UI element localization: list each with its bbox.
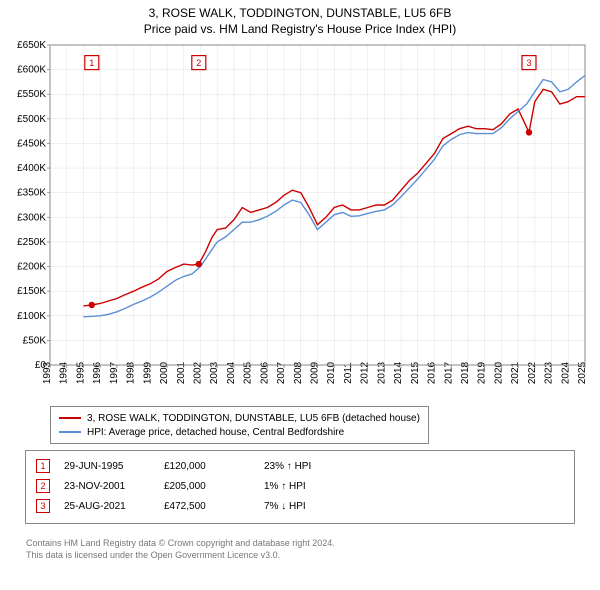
legend-row: HPI: Average price, detached house, Cent… — [59, 425, 420, 439]
legend-label: 3, ROSE WALK, TODDINGTON, DUNSTABLE, LU5… — [87, 413, 420, 424]
y-tick-label: £250K — [17, 237, 46, 248]
chart-marker-num: 2 — [196, 58, 201, 68]
event-row: 3 25-AUG-2021£472,5007% ↓ HPI — [36, 497, 564, 515]
event-price: £472,500 — [164, 501, 264, 512]
y-tick-label: £550K — [17, 89, 46, 100]
y-tick-label: £450K — [17, 138, 46, 149]
event-row: 2 23-NOV-2001£205,0001% ↑ HPI — [36, 477, 564, 495]
price-dot — [196, 261, 202, 267]
legend-box: 3, ROSE WALK, TODDINGTON, DUNSTABLE, LU5… — [50, 406, 429, 444]
legend-swatch — [59, 417, 81, 419]
legend-label: HPI: Average price, detached house, Cent… — [87, 427, 344, 438]
event-marker: 3 — [36, 499, 50, 513]
y-tick-label: £600K — [17, 65, 46, 76]
events-box: 1 29-JUN-1995£120,00023% ↑ HPI 2 23-NOV-200… — [25, 450, 575, 524]
legend-swatch — [59, 431, 81, 433]
footer-text: Contains HM Land Registry data © Crown c… — [14, 538, 347, 561]
footer-line-1: Contains HM Land Registry data © Crown c… — [26, 538, 335, 550]
event-date: 25-AUG-2021 — [64, 501, 164, 512]
event-delta: 23% ↑ HPI — [264, 461, 311, 472]
event-row: 1 29-JUN-1995£120,00023% ↑ HPI — [36, 457, 564, 475]
y-tick-label: £100K — [17, 311, 46, 322]
y-tick-label: £650K — [17, 40, 46, 51]
event-price: £120,000 — [164, 461, 264, 472]
chart-marker-num: 1 — [89, 58, 94, 68]
y-tick-label: £400K — [17, 163, 46, 174]
event-marker: 2 — [36, 479, 50, 493]
y-tick-label: £500K — [17, 114, 46, 125]
event-price: £205,000 — [164, 481, 264, 492]
chart-marker-num: 3 — [526, 58, 531, 68]
legend-row: 3, ROSE WALK, TODDINGTON, DUNSTABLE, LU5… — [59, 411, 420, 425]
price-dot — [89, 302, 95, 308]
y-tick-label: £50K — [23, 335, 47, 346]
event-date: 29-JUN-1995 — [64, 461, 164, 472]
price-dot — [526, 129, 532, 135]
y-tick-label: £300K — [17, 212, 46, 223]
y-tick-label: £150K — [17, 286, 46, 297]
chart-container: 3, ROSE WALK, TODDINGTON, DUNSTABLE, LU5… — [0, 0, 600, 590]
y-tick-label: £350K — [17, 188, 46, 199]
chart-svg: £0£50K£100K£150K£200K£250K£300K£350K£400… — [0, 0, 600, 400]
event-delta: 1% ↑ HPI — [264, 481, 306, 492]
event-delta: 7% ↓ HPI — [264, 501, 306, 512]
event-date: 23-NOV-2001 — [64, 481, 164, 492]
event-marker: 1 — [36, 459, 50, 473]
footer-line-2: This data is licensed under the Open Gov… — [26, 550, 335, 562]
y-tick-label: £200K — [17, 262, 46, 273]
